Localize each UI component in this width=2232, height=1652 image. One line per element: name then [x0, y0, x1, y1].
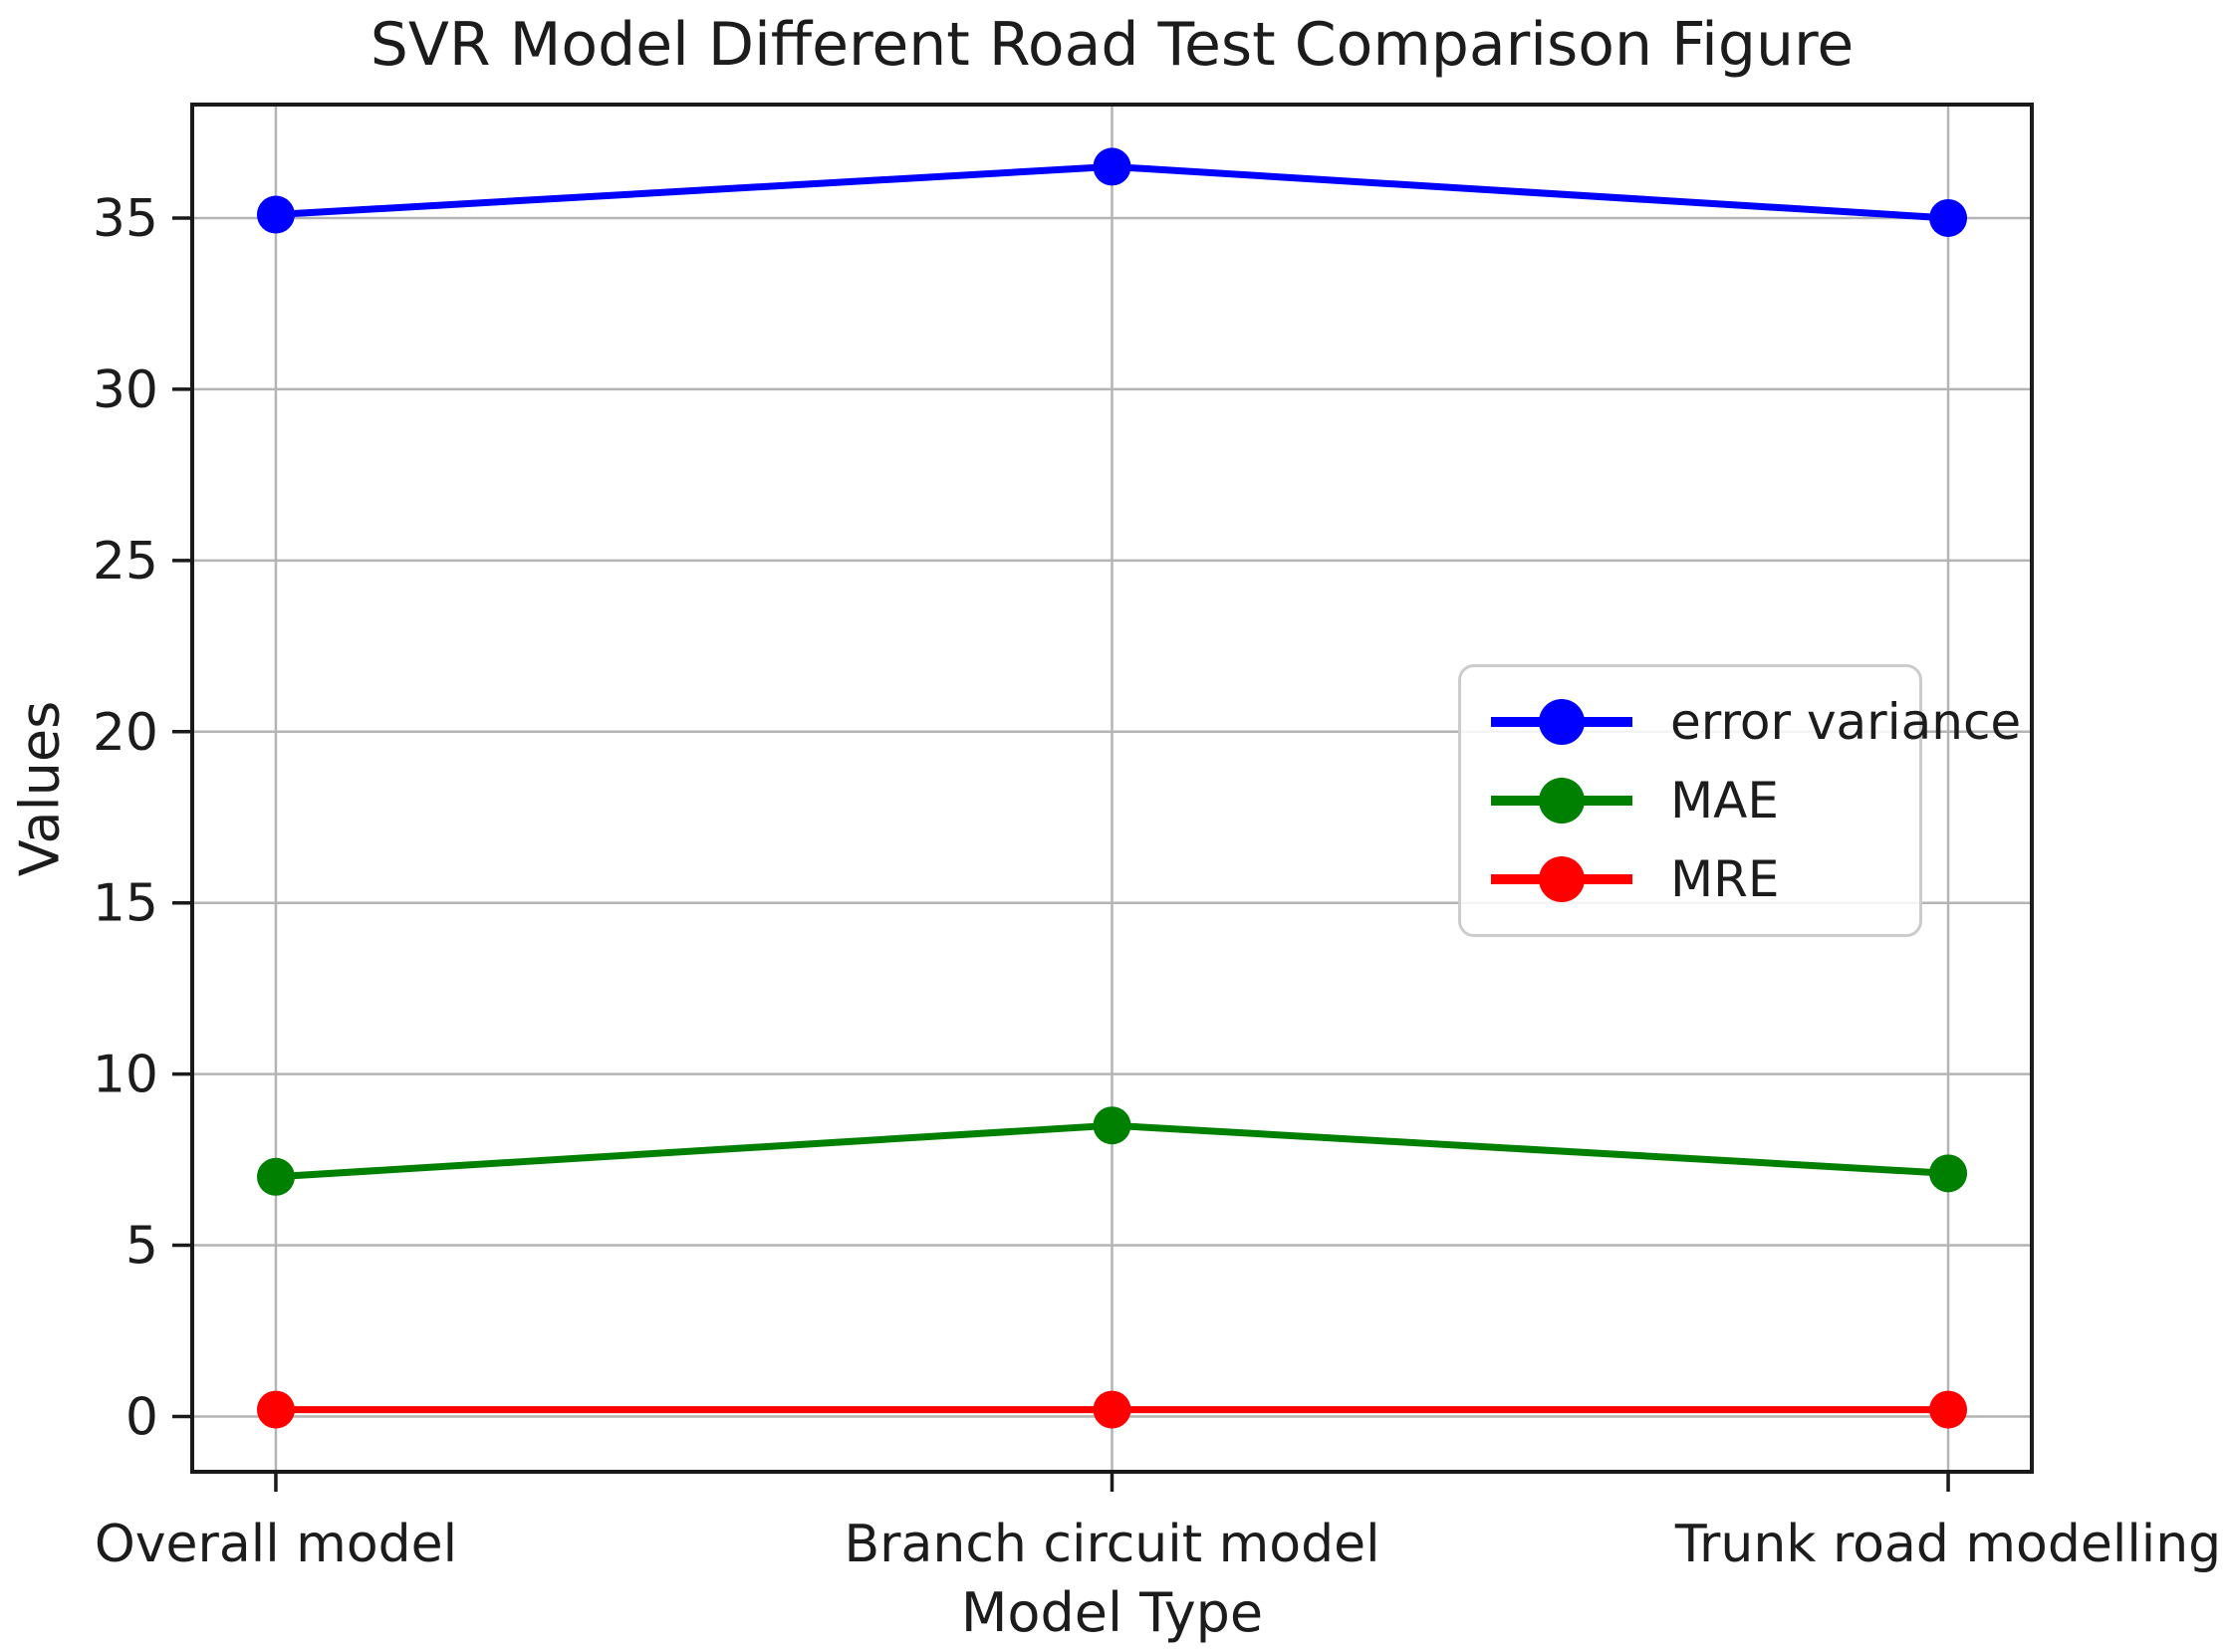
axes-frame [190, 103, 2034, 1474]
x-tick-label: Branch circuit model [844, 1515, 1379, 1574]
y-tick-label: 5 [125, 1217, 158, 1277]
y-tick-label: 0 [125, 1387, 158, 1447]
x-tick-label: Trunk road modelling [1674, 1515, 2221, 1574]
y-tick-label: 10 [93, 1046, 158, 1105]
x-axis-label: Model Type [960, 1581, 1264, 1644]
x-tick-label: Overall model [95, 1515, 457, 1574]
y-tick-label: 20 [93, 703, 158, 763]
legend-marker-icon [1491, 699, 1632, 745]
data-point-MRE [1929, 1390, 1968, 1429]
y-tick-label: 35 [93, 189, 158, 249]
data-point-MAE [256, 1157, 295, 1196]
legend: error variance MAE MRE [1458, 664, 2021, 937]
y-tick-label: 15 [93, 874, 158, 934]
data-point-MAE [1093, 1106, 1131, 1145]
y-tick-label: 30 [93, 360, 158, 420]
legend-entry: error variance [1461, 692, 2021, 752]
y-tick-label: 25 [93, 532, 158, 591]
data-point-MRE [256, 1390, 295, 1429]
data-point-MRE [1093, 1390, 1131, 1429]
data-point-error-variance [1929, 198, 1968, 237]
legend-entry-label: MAE [1670, 772, 1779, 829]
data-point-MAE [1929, 1154, 1968, 1193]
data-point-error-variance [256, 195, 295, 234]
data-point-error-variance [1093, 147, 1131, 186]
legend-entry: MRE [1461, 849, 1919, 909]
legend-entry-label: error variance [1670, 693, 2022, 751]
legend-marker-icon [1491, 778, 1632, 824]
chart-title: SVR Model Different Road Test Comparison… [370, 10, 1855, 80]
legend-entry-label: MRE [1670, 850, 1780, 908]
legend-marker-icon [1491, 856, 1632, 902]
legend-entry: MAE [1461, 771, 1919, 830]
